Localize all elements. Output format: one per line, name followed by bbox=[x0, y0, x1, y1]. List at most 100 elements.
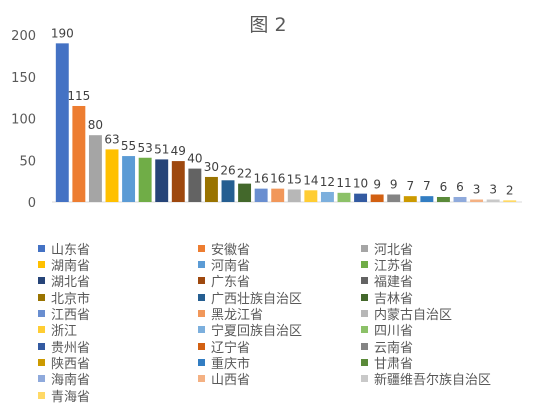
bar bbox=[254, 188, 268, 202]
legend-swatch bbox=[38, 375, 45, 383]
legend-label: 河南省 bbox=[211, 258, 251, 274]
bar bbox=[171, 161, 185, 202]
legend-item: 河北省 bbox=[361, 240, 414, 258]
legend-item: 新疆维吾尔族自治区 bbox=[361, 371, 492, 389]
legend-label: 内蒙古自治区 bbox=[374, 307, 453, 323]
legend-item: 山东省 bbox=[38, 240, 91, 258]
legend-label: 海南省 bbox=[51, 373, 91, 389]
data-label: 80 bbox=[88, 118, 103, 132]
data-label: 6 bbox=[440, 180, 448, 194]
legend-label: 广东省 bbox=[211, 275, 251, 291]
bar bbox=[287, 189, 301, 202]
legend-item: 安徽省 bbox=[198, 240, 250, 258]
data-label: 6 bbox=[456, 180, 464, 194]
legend-item: 吉林省 bbox=[361, 289, 414, 307]
data-label: 12 bbox=[320, 175, 335, 189]
bar bbox=[138, 157, 152, 202]
legend-swatch bbox=[198, 277, 205, 285]
legend-swatch bbox=[38, 260, 45, 268]
bar bbox=[88, 135, 102, 202]
bar bbox=[188, 168, 202, 202]
data-label: 30 bbox=[204, 160, 219, 174]
legend-item: 广西壮族自治区 bbox=[198, 289, 303, 307]
data-label: 11 bbox=[336, 176, 351, 190]
bar bbox=[470, 199, 484, 202]
bar bbox=[354, 193, 368, 202]
legend-label: 广西壮族自治区 bbox=[211, 291, 303, 307]
legend-label: 宁夏回族自治区 bbox=[211, 324, 303, 340]
data-label: 26 bbox=[220, 163, 235, 177]
bar bbox=[72, 105, 86, 202]
bar bbox=[387, 194, 401, 202]
bar bbox=[320, 191, 334, 202]
legend-swatch bbox=[38, 342, 45, 350]
legend-swatch bbox=[198, 342, 205, 350]
legend-item: 贵州省 bbox=[38, 338, 90, 356]
legend-label: 新疆维吾尔族自治区 bbox=[374, 373, 492, 389]
bar bbox=[337, 192, 351, 202]
data-label: 53 bbox=[137, 141, 152, 155]
legend-swatch bbox=[198, 244, 205, 252]
data-label: 16 bbox=[270, 172, 285, 186]
legend-item: 海南省 bbox=[38, 371, 91, 389]
legend-item: 云南省 bbox=[361, 338, 413, 356]
bar bbox=[370, 194, 384, 202]
legend-item: 黑龙江省 bbox=[198, 305, 263, 323]
legend-label: 湖南省 bbox=[51, 258, 91, 274]
data-label: 63 bbox=[104, 132, 119, 146]
data-label: 51 bbox=[154, 142, 169, 156]
legend-swatch bbox=[361, 244, 368, 252]
legend-item: 河南省 bbox=[198, 256, 251, 274]
bar bbox=[238, 183, 252, 202]
legend-swatch bbox=[198, 359, 205, 366]
legend-swatch bbox=[361, 293, 368, 301]
legend-item: 四川省 bbox=[361, 322, 413, 339]
bar bbox=[55, 43, 69, 202]
legend-item: 湖南省 bbox=[38, 256, 91, 274]
data-label: 10 bbox=[353, 177, 368, 191]
legend-label: 青海省 bbox=[51, 389, 91, 405]
bar bbox=[271, 188, 285, 202]
legend-label: 山东省 bbox=[51, 242, 91, 258]
data-label: 7 bbox=[423, 179, 431, 193]
legend-swatch bbox=[38, 277, 45, 285]
legend-item: 山西省 bbox=[198, 371, 251, 389]
legend-item: 浙江 bbox=[38, 322, 77, 339]
bar bbox=[204, 176, 218, 202]
data-label: 55 bbox=[121, 139, 136, 153]
legend-swatch bbox=[198, 293, 205, 301]
legend-item: 宁夏回族自治区 bbox=[198, 322, 303, 340]
data-label: 115 bbox=[67, 89, 90, 103]
bar bbox=[304, 190, 318, 202]
legend-label: 吉林省 bbox=[374, 291, 414, 307]
bar-series bbox=[55, 43, 517, 202]
legend-label: 福建省 bbox=[374, 275, 414, 291]
legend-swatch bbox=[38, 359, 45, 366]
legend-item: 陕西省 bbox=[38, 355, 90, 372]
bar bbox=[122, 156, 136, 202]
legend-item: 湖北省 bbox=[38, 273, 90, 290]
legend-item: 甘肃省 bbox=[361, 355, 413, 372]
y-axis: 0 50 100 150 200 bbox=[11, 29, 36, 211]
data-label: 9 bbox=[390, 177, 398, 191]
legend-swatch bbox=[38, 293, 45, 301]
bar bbox=[221, 180, 235, 202]
bar bbox=[155, 159, 169, 202]
legend-label: 辽宁省 bbox=[211, 340, 251, 356]
data-label: 49 bbox=[171, 144, 186, 158]
legend-label: 北京市 bbox=[51, 291, 91, 307]
legend-item: 福建省 bbox=[361, 273, 414, 291]
legend-swatch bbox=[361, 260, 368, 268]
legend-label: 河北省 bbox=[374, 242, 414, 258]
chart-title: 图 2 bbox=[249, 14, 286, 36]
bar bbox=[453, 196, 467, 202]
bar bbox=[503, 200, 517, 202]
data-label: 7 bbox=[406, 179, 414, 193]
legend-swatch bbox=[38, 326, 45, 334]
legend-item: 江西省 bbox=[38, 305, 90, 323]
legend-swatch bbox=[361, 342, 368, 350]
legend-label: 山西省 bbox=[211, 373, 251, 389]
data-label: 2 bbox=[506, 183, 514, 197]
